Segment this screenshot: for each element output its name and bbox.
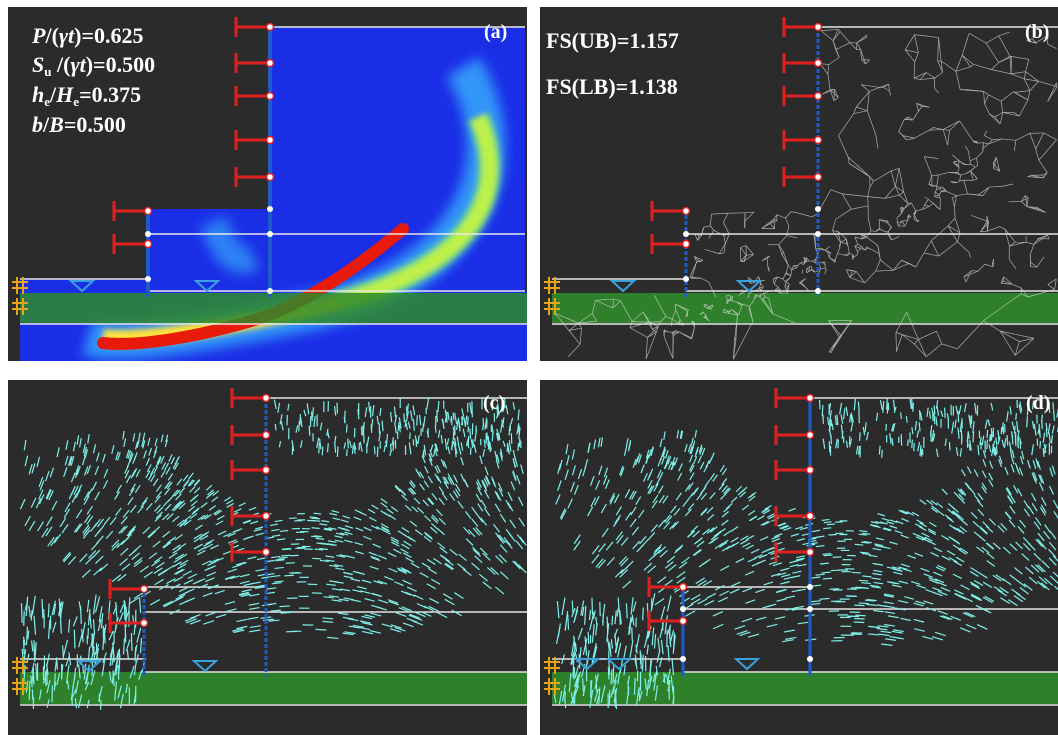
wall-nodes xyxy=(145,206,273,294)
level-lines xyxy=(20,26,527,325)
stratum-layer xyxy=(552,293,1058,323)
water-table-icons xyxy=(609,280,763,293)
water-table-icons xyxy=(68,280,221,293)
water-table-icons xyxy=(75,660,219,673)
panel-d-velocity-field: (d) xyxy=(540,380,1058,735)
boundary-markers xyxy=(12,657,28,695)
param-embed-ratio: he/He=0.375 xyxy=(32,82,142,110)
wall-nodes xyxy=(680,584,813,662)
strut-nodes xyxy=(681,22,823,249)
panel-c-label: (c) xyxy=(483,392,506,414)
panel-b-mesh: FS(UB)=1.157 FS(LB)=1.138 (b) xyxy=(540,7,1058,361)
fs-upper-bound: FS(UB)=1.157 xyxy=(546,28,679,53)
panel-b-graphic xyxy=(544,17,1058,360)
soil-region-low xyxy=(20,279,148,291)
struts xyxy=(108,388,266,633)
strut-nodes xyxy=(139,393,271,628)
velocity-vectors xyxy=(19,398,527,710)
panel-c-graphic xyxy=(12,388,527,710)
stratum-layer xyxy=(20,293,527,323)
finite-element-mesh xyxy=(554,29,1058,360)
panel-a-graphic xyxy=(12,17,527,361)
soil-region-middle xyxy=(148,209,270,291)
param-width-ratio: b/B=0.500 xyxy=(32,112,126,137)
boundary-markers xyxy=(12,277,28,315)
strut-nodes xyxy=(143,22,275,249)
panel-a-shear-strain: P/(γt)=0.625 Su /(γt)=0.500 he/He=0.375 … xyxy=(8,7,527,361)
panel-a-label: (a) xyxy=(484,21,508,43)
fs-lower-bound: FS(LB)=1.138 xyxy=(546,74,678,99)
stratum-layer xyxy=(552,672,1058,704)
panel-c-velocity-field: (c) xyxy=(8,380,527,735)
struts xyxy=(112,17,270,254)
struts xyxy=(647,388,810,631)
param-strength-ratio: Su /(γt)=0.500 xyxy=(32,52,156,80)
strut-nodes xyxy=(678,393,815,626)
panel-d-graphic xyxy=(544,388,1058,710)
panel-d-label: (d) xyxy=(1026,392,1051,414)
velocity-vectors xyxy=(553,397,1058,710)
boundary-markers xyxy=(544,277,560,315)
wall-nodes xyxy=(683,206,821,294)
panel-b-label: (b) xyxy=(1025,21,1050,43)
struts xyxy=(650,17,818,254)
param-load-ratio: P/(γt)=0.625 xyxy=(32,23,144,48)
water-table-icons xyxy=(573,658,761,671)
boundary-markers xyxy=(544,657,560,695)
stratum-layer xyxy=(20,672,527,704)
